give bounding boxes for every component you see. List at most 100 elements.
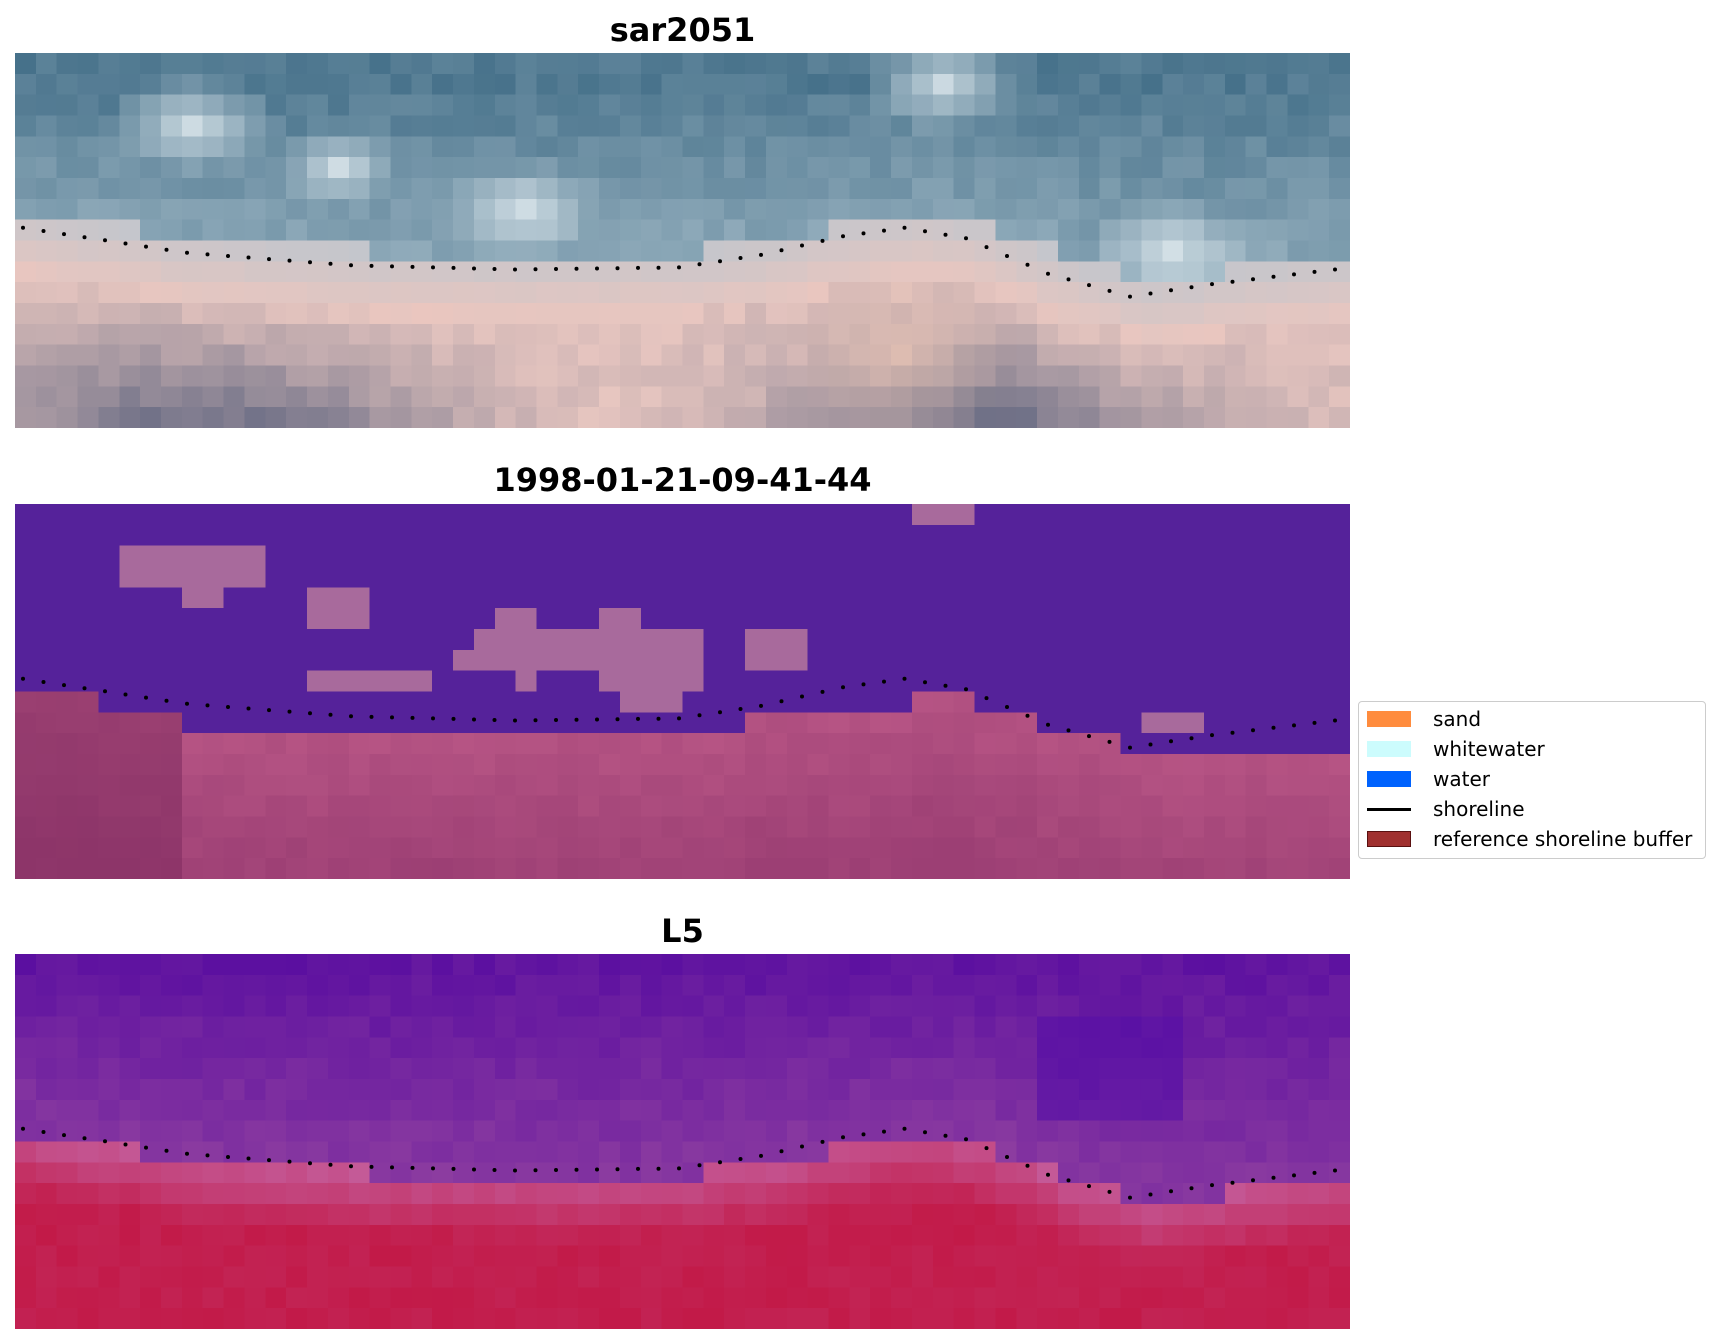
shoreline-point: [492, 1168, 497, 1172]
shoreline-point: [185, 701, 189, 706]
legend-line-shoreline: [1367, 807, 1411, 811]
panel-title-3: L5: [661, 912, 704, 950]
shoreline-point: [1025, 262, 1030, 267]
shoreline-point: [1230, 1180, 1235, 1185]
shoreline-point: [472, 1167, 476, 1172]
shoreline-point: [62, 683, 66, 688]
shoreline-point: [1025, 1163, 1030, 1168]
shoreline-point: [410, 264, 415, 269]
shoreline-point: [820, 1139, 825, 1144]
shoreline-point: [1189, 736, 1194, 741]
shoreline-point: [1292, 272, 1296, 277]
shoreline-point: [1292, 723, 1296, 728]
shoreline-point: [718, 1160, 722, 1165]
shoreline-point: [718, 259, 722, 264]
shoreline-point: [1333, 718, 1337, 723]
shoreline-point: [656, 716, 661, 721]
shoreline-point: [41, 229, 46, 233]
shoreline-point: [1312, 720, 1317, 725]
shoreline-point: [1169, 739, 1173, 744]
shoreline-point: [800, 694, 804, 699]
shoreline-point: [656, 1166, 661, 1171]
shoreline-point: [677, 265, 681, 270]
shoreline-point: [943, 1133, 948, 1138]
shoreline-point: [349, 714, 353, 719]
shoreline-point: [390, 1165, 394, 1170]
shoreline-point: [1210, 733, 1214, 738]
shoreline-point: [841, 1135, 845, 1140]
shoreline-point: [697, 713, 702, 718]
shoreline-point: [800, 1144, 804, 1149]
shoreline-point: [226, 705, 230, 709]
shoreline-point: [759, 703, 763, 708]
legend: sand whitewater water shoreline referenc…: [1358, 701, 1706, 859]
shoreline-point: [841, 685, 845, 690]
shoreline-point: [984, 696, 989, 701]
shoreline-point: [574, 1167, 579, 1172]
legend-swatch-water: [1367, 771, 1411, 787]
shoreline-point: [1251, 277, 1255, 282]
image-panel-index: [15, 954, 1350, 1329]
shoreline-point: [513, 1168, 517, 1173]
shoreline-point: [492, 267, 497, 271]
legend-item-whitewater: whitewater: [1367, 737, 1545, 761]
shoreline-point: [636, 716, 640, 721]
shoreline-point: [144, 1145, 148, 1150]
legend-swatch-reference-buffer: [1367, 831, 1411, 847]
shoreline-point: [615, 717, 620, 722]
shoreline-point: [82, 235, 87, 240]
shoreline-point: [738, 256, 743, 260]
shoreline-point: [595, 266, 599, 271]
shoreline-point: [943, 232, 948, 237]
shoreline-point: [287, 258, 292, 263]
shoreline-point: [882, 228, 886, 233]
shoreline-point: [369, 1164, 374, 1169]
shoreline-point: [800, 243, 804, 248]
shoreline-point: [21, 1126, 25, 1131]
shoreline-point: [21, 225, 25, 230]
shoreline-point: [431, 716, 435, 721]
shoreline-point: [349, 263, 353, 268]
shoreline-point: [267, 257, 271, 262]
shoreline-point: [123, 241, 128, 246]
legend-swatch-whitewater: [1367, 741, 1411, 757]
shoreline-point: [1292, 1173, 1296, 1178]
legend-label-reference-buffer: reference shoreline buffer: [1433, 827, 1693, 851]
shoreline-point: [697, 1163, 702, 1168]
shoreline-point: [861, 231, 866, 236]
shoreline-point: [1312, 269, 1317, 274]
shoreline-point: [902, 676, 907, 681]
shoreline-point: [1148, 1192, 1153, 1197]
shoreline-point: [328, 1162, 333, 1167]
shoreline-point: [287, 709, 292, 714]
shoreline-point: [349, 1164, 353, 1169]
shoreline-point: [1005, 705, 1009, 709]
shoreline-point: [861, 1132, 866, 1137]
shoreline-point: [226, 1155, 230, 1159]
shoreline-point: [923, 229, 927, 234]
panel-title-1: sar2051: [609, 11, 756, 49]
shoreline-point: [451, 1166, 456, 1171]
shoreline-point: [738, 1157, 743, 1161]
shoreline-point: [902, 1126, 907, 1131]
shoreline-point: [902, 225, 907, 230]
shoreline-point: [328, 712, 333, 717]
shoreline-point: [1107, 739, 1112, 744]
shoreline-point: [759, 1153, 763, 1158]
shoreline-point: [820, 689, 825, 694]
shoreline-point: [1312, 1170, 1317, 1175]
shoreline-overlay: [21, 1126, 1337, 1200]
shoreline-point: [1066, 728, 1071, 733]
panel-title-2: 1998-01-21-09-41-44: [493, 461, 872, 499]
shoreline-point: [431, 265, 435, 270]
shoreline-point: [1210, 1183, 1214, 1188]
shoreline-point: [205, 1153, 210, 1158]
legend-swatch-sand: [1367, 711, 1411, 727]
shoreline-point: [1169, 1189, 1173, 1194]
shoreline-point: [246, 1156, 251, 1161]
shoreline-point: [964, 236, 968, 241]
shoreline-point: [636, 265, 640, 270]
shoreline-point: [246, 255, 251, 260]
shoreline-point: [246, 706, 251, 711]
shoreline-point: [1087, 283, 1091, 288]
